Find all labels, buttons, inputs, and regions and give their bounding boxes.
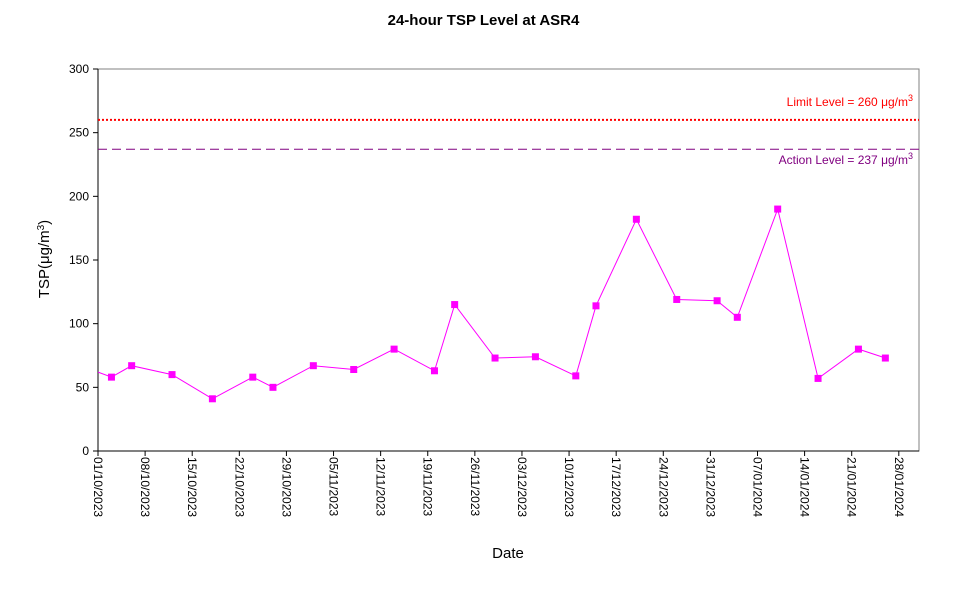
data-point-marker [713, 297, 721, 305]
x-tick-label: 29/10/2023 [279, 457, 293, 517]
data-point-marker [390, 345, 398, 353]
x-tick-label: 08/10/2023 [138, 457, 152, 517]
data-point-marker [168, 371, 176, 379]
x-tick-label: 12/11/2023 [374, 457, 388, 516]
data-point-marker [430, 367, 438, 375]
reference-label-action: Action Level = 237 μg/m3 [779, 151, 913, 167]
data-point-marker [774, 205, 782, 213]
y-tick-label: 50 [76, 380, 90, 394]
x-tick-label: 03/12/2023 [515, 457, 529, 517]
data-point-marker [733, 313, 741, 321]
y-axis-label-close: ) [36, 220, 53, 225]
y-axis-label-main: TSP( [36, 264, 53, 298]
series-tsp [97, 205, 889, 403]
x-tick-label: 28/01/2024 [892, 457, 906, 517]
x-tick-label: 26/11/2023 [468, 457, 482, 516]
y-tick-label: 250 [69, 126, 89, 140]
reference-label-text: Limit Level = 260 [787, 95, 881, 109]
data-point-marker [107, 373, 115, 381]
data-point-marker [531, 353, 539, 361]
data-point-marker [491, 354, 499, 362]
data-point-marker [451, 301, 459, 309]
data-point-marker [128, 362, 136, 370]
x-tick-label: 15/10/2023 [185, 457, 199, 517]
y-tick-label: 200 [69, 189, 89, 203]
reference-label-text: Action Level = 237 [779, 153, 881, 167]
reference-label-sup: 3 [908, 151, 913, 161]
x-tick-label: 22/10/2023 [232, 457, 246, 517]
x-tick-label: 14/01/2024 [798, 457, 812, 517]
x-tick-label: 17/12/2023 [609, 457, 623, 517]
reference-label-unit: μg/m [881, 153, 908, 167]
chart-title: 24-hour TSP Level at ASR4 [387, 12, 580, 29]
data-point-marker [350, 366, 358, 374]
x-tick-label: 01/10/2023 [91, 457, 105, 517]
axis-labels: Date TSP(μg/m3) [36, 220, 524, 562]
data-point-marker [572, 372, 580, 380]
data-point-marker [814, 374, 822, 382]
reference-label-unit: μg/m [881, 95, 908, 109]
x-tick-label: 10/12/2023 [562, 457, 576, 517]
x-axis-label: Date [492, 545, 524, 562]
series-line [97, 207, 886, 400]
data-point-marker [592, 302, 600, 310]
reference-label-limit: Limit Level = 260 μg/m3 [787, 93, 913, 109]
y-axis-label-unit: μg/m [36, 230, 53, 264]
y-tick-label: 0 [82, 444, 89, 458]
data-point-marker [208, 395, 216, 403]
data-point-marker [854, 345, 862, 353]
data-point-marker [269, 383, 277, 391]
y-tick-label: 300 [69, 62, 89, 76]
x-tick-label: 05/11/2023 [327, 457, 341, 516]
x-tick-label: 07/01/2024 [750, 457, 764, 517]
x-tick-label: 21/01/2024 [845, 457, 859, 517]
data-point-marker [881, 354, 889, 362]
x-tick-label: 24/12/2023 [656, 457, 670, 517]
data-point-marker [309, 362, 317, 370]
y-tick-label: 150 [69, 253, 89, 267]
y-tick-label: 100 [69, 317, 89, 331]
data-point-marker [249, 373, 257, 381]
y-axis-label-sup: 3 [36, 224, 47, 230]
y-axis-label: TSP(μg/m3) [36, 220, 53, 298]
reference-label-sup: 3 [908, 93, 913, 103]
x-tick-label: 19/11/2023 [421, 457, 435, 516]
axes: 0 50 100 150 200 250 300 01/10/2023 08/10/2023 15… [69, 62, 920, 517]
x-tick-label: 31/12/2023 [703, 457, 717, 517]
data-point-marker [673, 295, 681, 303]
data-point-marker [632, 215, 640, 223]
